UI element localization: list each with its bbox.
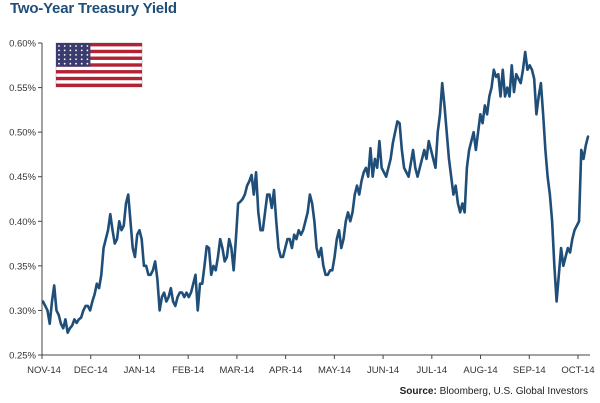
flag-star — [80, 58, 83, 61]
flag-star — [86, 45, 89, 47]
x-tick-label: FEB-14 — [172, 365, 204, 376]
x-tick-label: DEC-14 — [74, 365, 108, 376]
x-tick-label: AUG-14 — [463, 365, 497, 376]
x-axis-ticks: NOV-14 DEC-14 JAN-14 FEB-14 MAR-14 APR-14 MAY-… — [27, 355, 595, 376]
x-tick-label: NOV-14 — [27, 365, 61, 376]
flag-star — [63, 53, 66, 56]
flag-star — [75, 53, 77, 56]
flag-star — [69, 58, 72, 61]
axes — [41, 43, 590, 356]
x-tick-label: SEP-14 — [513, 365, 546, 376]
flag-canton — [56, 43, 91, 67]
flag-star — [63, 45, 66, 47]
flag-star — [58, 62, 60, 65]
x-tick-label: JUN-14 — [367, 365, 399, 376]
flag-star — [75, 58, 77, 61]
y-axis-ticks: 0.25% 0.30% 0.35% 0.40% 0.45% 0.50% 0.55% 0.60% — [9, 39, 42, 362]
flag-star — [75, 62, 77, 65]
flag-star — [86, 49, 89, 52]
flag-star — [69, 62, 72, 65]
flag-star — [69, 45, 72, 47]
x-tick-label: JAN-14 — [124, 365, 156, 376]
flag-star — [58, 49, 60, 52]
x-tick-label: MAR-14 — [219, 365, 254, 376]
flag-star — [63, 58, 66, 61]
y-tick-label: 0.60% — [9, 39, 36, 50]
series-layer — [41, 50, 590, 335]
x-tick-label: MAY-14 — [318, 365, 351, 376]
flag-star — [69, 49, 72, 52]
flag-star — [58, 58, 60, 61]
source-label: Source: — [399, 386, 437, 397]
source-note: Source: Bloomberg, U.S. Global Investors — [400, 386, 588, 397]
flag-star — [75, 49, 77, 52]
flag-stripe — [56, 70, 142, 74]
source-text: Bloomberg, U.S. Global Investors — [436, 386, 588, 397]
y-tick-label: 0.40% — [9, 217, 36, 228]
x-tick-label: JUL-14 — [417, 365, 448, 376]
y-tick-label: 0.50% — [9, 128, 36, 139]
x-tick-label: APR-14 — [269, 365, 302, 376]
flag-star — [80, 49, 83, 52]
flag-star — [75, 45, 77, 47]
flag-star — [63, 49, 66, 52]
y-tick-label: 0.30% — [9, 306, 36, 317]
flag-star — [80, 45, 83, 47]
flag-star — [58, 45, 60, 47]
x-tick-label: OCT-14 — [561, 365, 594, 376]
flag-stripe — [56, 43, 142, 47]
flag-star — [86, 58, 89, 61]
flag-star — [86, 53, 89, 56]
flag-star — [80, 53, 83, 56]
flag-star — [86, 62, 89, 65]
flag-star — [69, 53, 72, 56]
y-tick-label: 0.45% — [9, 172, 36, 183]
flag-star — [63, 62, 66, 65]
yield-series-line — [41, 50, 590, 335]
y-tick-label: 0.25% — [9, 351, 36, 362]
flag-stripe — [56, 49, 142, 54]
flag-star — [80, 62, 83, 65]
flag-stripe — [56, 83, 142, 87]
us-flag-icon — [55, 42, 143, 88]
flag-stripe — [56, 56, 142, 60]
y-tick-label: 0.55% — [9, 83, 36, 94]
flag-star — [58, 53, 60, 56]
flag-stripe — [56, 63, 142, 67]
chart-title: Two-Year Treasury Yield — [10, 0, 177, 17]
y-tick-label: 0.35% — [9, 261, 36, 272]
flag-stripe — [56, 76, 142, 81]
